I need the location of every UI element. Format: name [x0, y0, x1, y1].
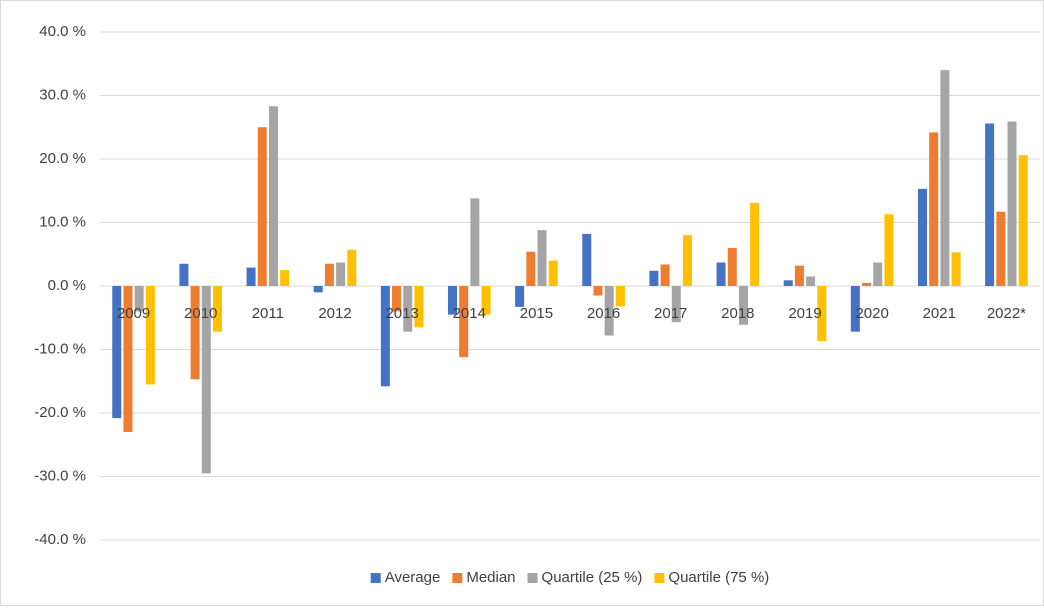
- bar: [873, 262, 883, 286]
- bar: [884, 214, 894, 286]
- bar: [604, 286, 614, 336]
- bar: [380, 286, 390, 387]
- legend-label: Median: [466, 569, 515, 586]
- x-tick-label: 2013: [385, 305, 418, 322]
- bar: [649, 270, 659, 286]
- bar: [794, 265, 804, 286]
- legend-label: Average: [385, 569, 441, 586]
- bar: [582, 233, 592, 286]
- bar: [179, 263, 189, 286]
- y-tick-label: 30.0 %: [39, 86, 86, 103]
- x-tick-label: 2012: [318, 305, 351, 322]
- y-tick-label: 10.0 %: [39, 213, 86, 230]
- y-tick-label: 0.0 %: [48, 277, 86, 294]
- y-tick-label: 40.0 %: [39, 23, 86, 40]
- bar: [727, 247, 737, 286]
- bar: [257, 127, 267, 286]
- bar: [347, 249, 357, 286]
- bar: [738, 286, 748, 325]
- bar: [862, 282, 872, 286]
- x-tick-label: 2017: [654, 305, 687, 322]
- bar: [1007, 121, 1017, 286]
- bar: [996, 211, 1006, 286]
- bar: [526, 251, 536, 286]
- x-tick-label: 2010: [184, 305, 217, 322]
- x-tick-label: 2019: [788, 305, 821, 322]
- bar: [481, 286, 491, 315]
- bar: [750, 202, 760, 286]
- bar: [683, 235, 693, 286]
- legend-swatch: [370, 573, 381, 583]
- bar: [201, 286, 211, 474]
- bar: [817, 286, 827, 342]
- legend-label: Quartile (25 %): [542, 569, 643, 586]
- bar: [280, 270, 290, 286]
- y-tick-label: -20.0 %: [34, 404, 86, 421]
- x-tick-label: 2016: [587, 305, 620, 322]
- bar: [783, 280, 793, 286]
- bar: [112, 286, 122, 419]
- bar: [537, 230, 547, 286]
- bar: [145, 286, 155, 385]
- bar: [190, 286, 200, 380]
- bar: [459, 286, 469, 358]
- bar: [470, 198, 480, 286]
- x-tick-label: 2018: [721, 305, 754, 322]
- bar: [392, 286, 402, 312]
- x-tick-label: 2022*: [987, 305, 1026, 322]
- bar: [985, 123, 995, 286]
- bar: [414, 286, 424, 328]
- legend-swatch: [654, 573, 665, 583]
- bar: [123, 286, 133, 433]
- y-tick-label: -30.0 %: [34, 467, 86, 484]
- bar: [929, 132, 939, 286]
- bar: [447, 286, 457, 315]
- legend-swatch: [527, 573, 538, 583]
- bar: [716, 262, 726, 286]
- bar: [940, 70, 950, 286]
- bar: [246, 267, 256, 286]
- bar: [1018, 155, 1028, 286]
- bar: [917, 188, 927, 286]
- y-tick-label: -10.0 %: [34, 340, 86, 357]
- x-tick-label: 2020: [855, 305, 888, 322]
- y-tick-label: 20.0 %: [39, 150, 86, 167]
- legend-swatch: [452, 573, 463, 583]
- x-tick-label: 2014: [453, 305, 486, 322]
- bar: [313, 286, 323, 293]
- bar: [336, 262, 346, 286]
- bar: [324, 263, 334, 286]
- x-tick-label: 2021: [923, 305, 956, 322]
- bar: [671, 286, 681, 323]
- bar: [806, 276, 816, 286]
- bar: [593, 286, 603, 296]
- legend-label: Quartile (75 %): [668, 569, 769, 586]
- bar: [515, 286, 525, 307]
- x-tick-label: 2015: [520, 305, 553, 322]
- bar: [951, 252, 961, 286]
- y-tick-label: -40.0 %: [34, 531, 86, 548]
- bar: [660, 264, 670, 286]
- bar: [615, 286, 625, 307]
- bar: [213, 286, 223, 332]
- bar: [403, 286, 413, 332]
- x-tick-label: 2011: [252, 305, 284, 322]
- bar: [850, 286, 860, 332]
- x-tick-label: 2009: [117, 305, 150, 322]
- bar: [134, 286, 144, 312]
- bar: [548, 260, 558, 286]
- bar: [268, 106, 278, 286]
